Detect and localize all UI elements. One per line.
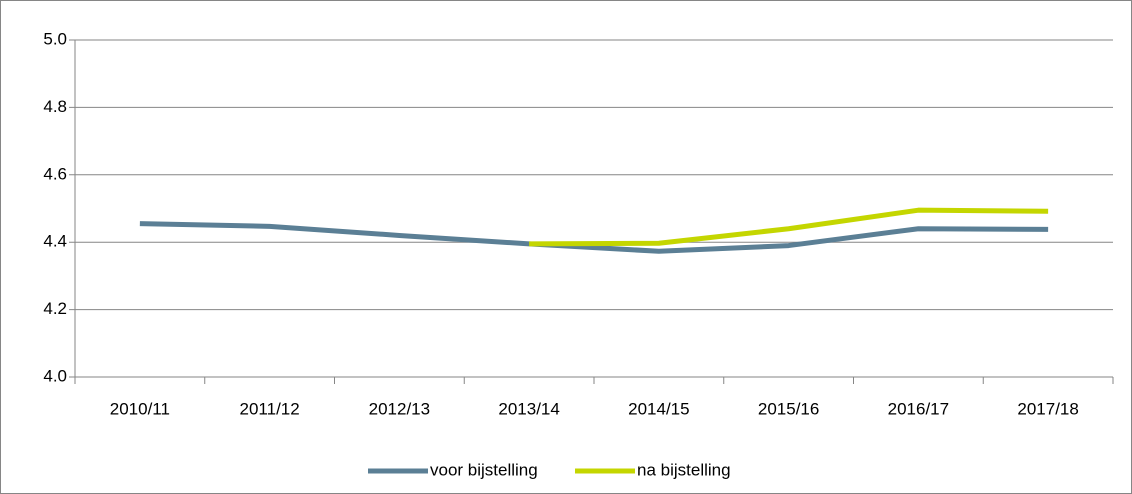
- y-tick-label: 4.8: [43, 97, 67, 116]
- x-tick-label: 2010/11: [110, 399, 170, 418]
- y-tick-label: 5.0: [43, 29, 67, 48]
- series-line: [139, 221, 1049, 254]
- y-tick-label: 4.6: [43, 164, 67, 183]
- x-tick-label: 2015/16: [758, 399, 819, 418]
- legend-label: voor bijstelling: [430, 460, 538, 479]
- x-tick-label: 2017/18: [1017, 399, 1078, 418]
- x-tick-label: 2016/17: [888, 399, 949, 418]
- x-tick-label: 2012/13: [369, 399, 430, 418]
- y-tick-label: 4.4: [43, 232, 67, 251]
- x-tick-label: 2013/14: [498, 399, 559, 418]
- y-tick-label: 4.2: [43, 299, 67, 318]
- series-line: [529, 207, 1049, 247]
- x-tick-label: 2011/12: [240, 399, 300, 418]
- legend-label: na bijstelling: [637, 460, 731, 479]
- x-tick-label: 2014/15: [628, 399, 689, 418]
- y-tick-label: 4.0: [43, 366, 67, 385]
